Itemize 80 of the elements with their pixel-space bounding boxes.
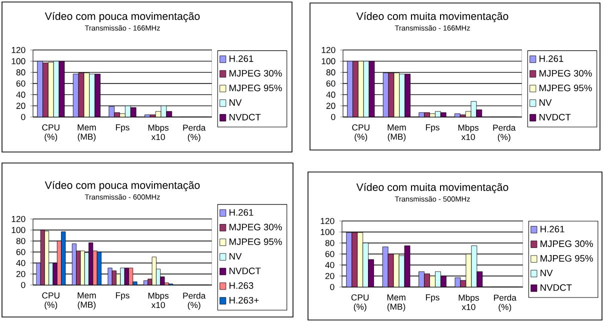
y-tick-label: 20 <box>16 102 26 109</box>
legend-label: H.263+ <box>230 296 259 304</box>
legend-label: MJPEG 95% <box>230 238 282 246</box>
legend-label: NV <box>230 99 242 106</box>
y-tick-label: 100 <box>320 228 334 236</box>
legend-label: NV <box>230 253 242 260</box>
legend-label: MJPEG 30% <box>540 240 593 248</box>
bar <box>94 74 100 117</box>
y-tick-label: 40 <box>16 260 26 266</box>
y-tick-label: 0 <box>331 114 336 120</box>
x-tick-label: Mbps x10 <box>148 292 169 308</box>
legend-label: H.261 <box>230 55 254 62</box>
x-tick-label: Fps <box>426 294 440 302</box>
bar <box>89 74 95 117</box>
y-tick-label: 100 <box>322 58 336 64</box>
legend-label: MJPEG 95% <box>230 84 282 92</box>
legend-label: H.261 <box>230 209 254 216</box>
legend-label: H.261 <box>540 55 564 62</box>
x-tick-label: Mbps x10 <box>458 124 479 140</box>
x-tick-label: CPU (%) <box>351 294 369 312</box>
y-tick-label: 100 <box>12 226 26 234</box>
y-tick-label: 80 <box>16 69 26 76</box>
x-tick-label: Perda (%) <box>493 124 516 142</box>
x-tick-label: Mem (MB) <box>78 292 96 310</box>
y-tick-label: 60 <box>16 80 26 87</box>
x-tick-label: CPU (%) <box>42 124 60 142</box>
y-tick-label: 40 <box>326 92 336 98</box>
y-tick-label: 20 <box>325 272 334 280</box>
y-tick-label: 20 <box>326 102 336 109</box>
y-tick-label: 60 <box>325 250 334 258</box>
y-tick-label: 120 <box>12 46 26 54</box>
legend-label: NVDCT <box>230 114 261 120</box>
legend-label: NVDCT <box>540 284 572 291</box>
y-tick-label: 60 <box>326 80 336 87</box>
legend-label: NV <box>540 99 552 106</box>
y-tick-label: 80 <box>16 238 26 244</box>
x-tick-label: CPU (%) <box>352 124 370 142</box>
x-tick-label: Perda (%) <box>183 124 206 142</box>
y-tick-label: 20 <box>16 270 26 278</box>
x-tick-label: CPU (%) <box>42 292 60 310</box>
legend-label: H.263 <box>230 282 254 289</box>
y-tick-label: 0 <box>21 282 26 288</box>
y-tick-label: 40 <box>16 92 26 98</box>
bar <box>42 62 48 117</box>
y-tick-label: 0 <box>330 284 334 290</box>
chart-title: Vídeo com pouca movimentação <box>44 181 200 192</box>
y-tick-label: 40 <box>325 262 334 268</box>
legend-label: NVDCT <box>230 268 261 274</box>
legend-label: MJPEG 95% <box>540 255 593 262</box>
y-tick-label: 120 <box>12 216 26 222</box>
x-tick-label: Fps <box>426 124 440 132</box>
legend-label: MJPEG 95% <box>540 84 592 92</box>
x-tick-label: Fps <box>116 124 130 132</box>
x-tick-label: Perda (%) <box>183 292 206 310</box>
legend-label: NV <box>540 270 553 276</box>
x-tick-label: Mbps x10 <box>458 294 479 310</box>
y-tick-label: 80 <box>326 69 336 76</box>
y-tick-label: 100 <box>12 58 26 64</box>
y-tick-label: 60 <box>16 248 26 256</box>
legend-label: NVDCT <box>540 114 571 120</box>
x-tick-label: Fps <box>116 292 130 300</box>
x-tick-label: Mem (MB) <box>388 124 406 142</box>
x-tick-label: Mbps x10 <box>148 124 169 140</box>
chart-title: Vídeo com muita movimentação <box>356 12 508 22</box>
y-tick-label: 120 <box>320 218 334 224</box>
legend-label: MJPEG 30% <box>540 70 592 77</box>
bar <box>48 62 54 117</box>
legend-label: MJPEG 30% <box>230 70 282 77</box>
y-tick-label: 0 <box>21 114 26 120</box>
x-tick-label: Perda (%) <box>494 294 516 312</box>
legend-label: MJPEG 30% <box>230 224 282 230</box>
bar <box>357 232 363 287</box>
x-tick-label: Mem (MB) <box>78 124 96 142</box>
legend-label: H.261 <box>540 226 564 232</box>
y-tick-label: 80 <box>325 240 334 246</box>
chart-title: Vídeo com pouca movimentação <box>44 12 200 22</box>
x-tick-label: Mem (MB) <box>387 294 406 312</box>
chart-title: Vídeo com muita movimentação <box>356 183 508 194</box>
bar <box>37 61 43 117</box>
y-tick-label: 120 <box>322 46 336 54</box>
